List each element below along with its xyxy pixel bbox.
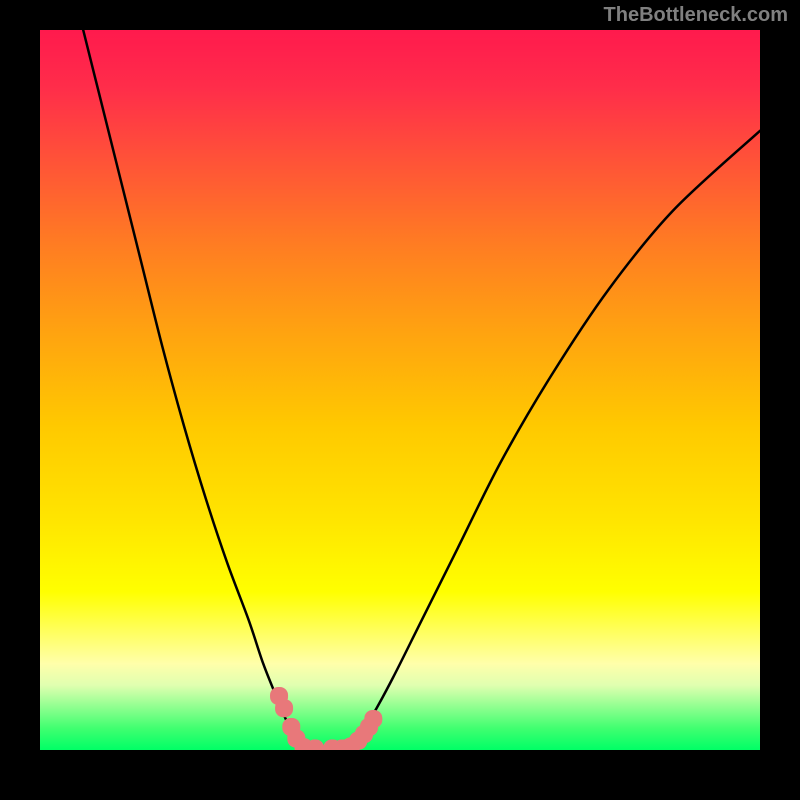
- data-marker: [364, 710, 382, 728]
- data-marker: [275, 699, 293, 717]
- chart-svg: [40, 30, 760, 750]
- gradient-background: [40, 30, 760, 750]
- watermark-text: TheBottleneck.com: [604, 4, 788, 27]
- bottleneck-chart: [40, 30, 760, 750]
